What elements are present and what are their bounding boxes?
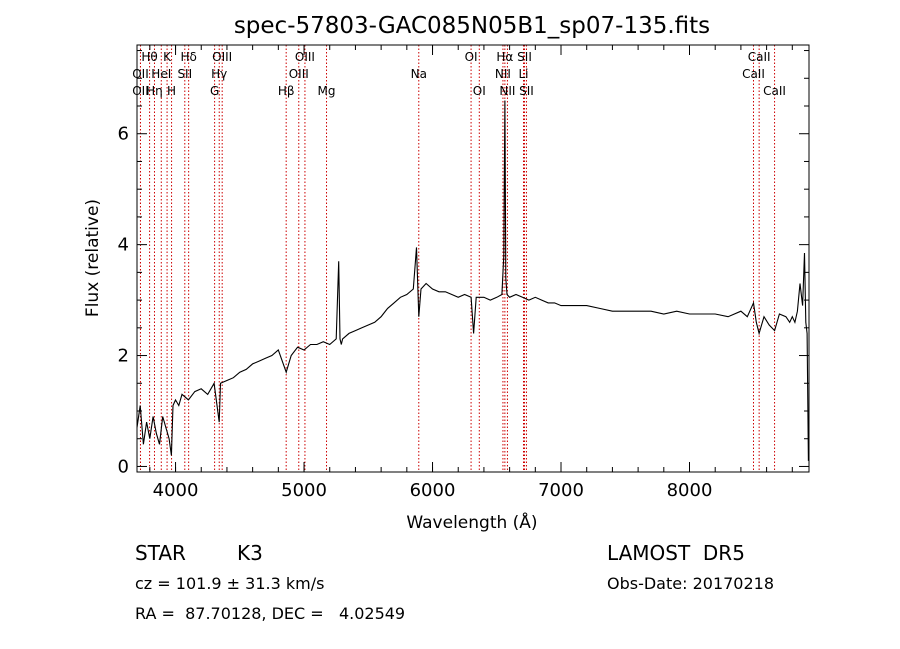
spectral-line-label: Hγ [211,67,227,81]
spectral-line-markers [139,45,776,472]
spectral-line-label: Hη [146,84,163,98]
spectral-line-label: NII [495,67,511,81]
spectral-line-label: SII [519,84,534,98]
x-tick-label: 7000 [538,480,584,501]
chart-title: spec-57803-GAC085N05B1_sp07-135.fits [234,13,710,39]
spectrum-line [136,100,809,461]
spectral-line-label: OIII [295,50,315,64]
y-axis-ticks: 0 2 4 6 [118,50,809,477]
plot-frame [136,44,810,473]
spectral-line-label: Na [411,67,427,81]
spectral-line-label: Hα [496,50,513,64]
spectral-line-label: Hβ [278,84,295,98]
y-tick-label: 2 [118,346,129,367]
spectral-line-label: HeI [151,67,171,81]
spectral-line-label: G [210,84,219,98]
spectral-line-label: CaII [763,84,786,98]
spectral-line-label: OII [132,67,149,81]
spectral-line-label: CaII [742,67,765,81]
x-tick-label: 8000 [667,480,713,501]
spectral-line-label: OIII [289,67,309,81]
x-axis-label: Wavelength (Å) [406,511,537,533]
y-tick-label: 0 [118,456,129,477]
object-subclass: K3 [237,541,263,565]
x-tick-label: 6000 [410,480,456,501]
spectral-line-label: K [163,50,172,64]
redshift-velocity: cz = 101.9 ± 31.3 km/s [135,574,325,593]
object-class: STAR [135,541,186,565]
spectral-line-label: OI [465,50,478,64]
spectral-line-label: SII [177,67,192,81]
spectral-line-label: SII [517,50,532,64]
y-axis-label: Flux (relative) [83,199,103,317]
spectral-line-label: Mg [318,84,336,98]
spectral-line-label: OIII [212,50,232,64]
spectral-line-label: Hδ [180,50,196,64]
spectral-line-label: H [167,84,176,98]
spectral-line-label: CaII [748,50,771,64]
spectral-line-label: Li [518,67,528,81]
spectral-line-label: OII [132,84,149,98]
coordinates: RA = 87.70128, DEC = 4.02549 [135,604,406,623]
x-tick-label: 5000 [281,480,327,501]
spectral-line-label: Hθ [141,50,157,64]
x-tick-label: 4000 [153,480,199,501]
survey-name: LAMOST DR5 [607,541,745,565]
spectral-line-label: OI [473,84,486,98]
observation-date: Obs-Date: 20170218 [607,574,775,593]
spectral-line-label: NII [499,84,515,98]
y-tick-label: 4 [118,235,129,256]
x-axis-ticks: 4000 5000 6000 7000 8000 [149,45,793,501]
y-tick-label: 6 [118,124,129,145]
